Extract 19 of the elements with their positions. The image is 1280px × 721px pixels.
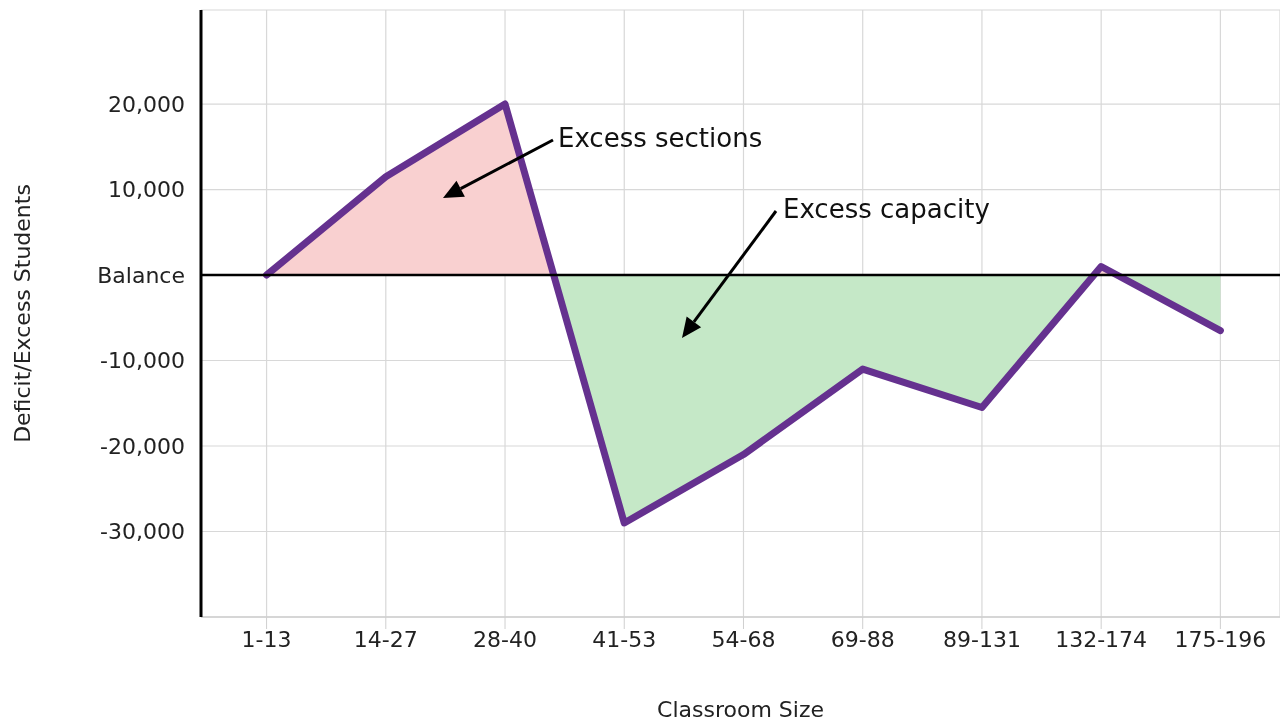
x-tick-label: 28-40	[473, 626, 537, 652]
y-tick-label: -20,000	[100, 433, 185, 459]
x-axis-title: Classroom Size	[657, 697, 824, 721]
y-axis-title: Deficit/Excess Students	[9, 184, 35, 443]
annotation: Excess capacity	[783, 194, 990, 224]
y-tick-label: 20,000	[108, 91, 185, 117]
annotation: Excess sections	[558, 123, 763, 153]
y-tick-label: -30,000	[100, 519, 185, 545]
x-tick-label: 89-131	[942, 626, 1021, 652]
x-tick-label: 69-88	[830, 626, 895, 652]
x-tick-label: 1-13	[241, 626, 292, 652]
x-tick-label: 132-174	[1055, 626, 1148, 652]
x-tick-label: 175-196	[1174, 626, 1267, 652]
x-tick-label: 54-68	[711, 626, 776, 652]
y-tick-label: -10,000	[100, 348, 185, 374]
y-tick-label: Balance	[97, 262, 185, 288]
x-tick-label: 14-27	[353, 626, 418, 652]
y-tick-label: 10,000	[108, 177, 185, 203]
x-tick-label: 41-53	[592, 626, 657, 652]
